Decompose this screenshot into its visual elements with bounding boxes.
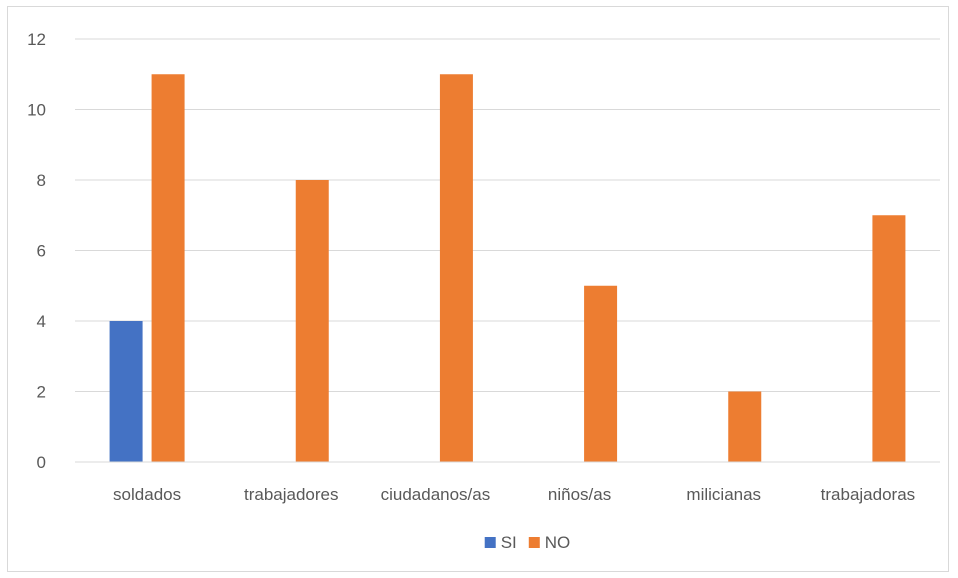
bar-no-5 (872, 215, 906, 462)
y-axis-tick-labels: 0 2 4 6 8 10 12 (27, 30, 46, 472)
x-axis-category-labels: soldados trabajadores ciudadanos/as niños/a… (113, 485, 915, 504)
y-tick-label: 0 (37, 453, 46, 472)
legend-label-si: SI (501, 533, 517, 552)
bar-si-0 (109, 321, 143, 462)
y-tick-label: 4 (37, 312, 46, 331)
y-tick-label: 2 (37, 383, 46, 402)
bar-no-1 (295, 180, 329, 462)
bar-no-0 (151, 74, 185, 462)
bar-no-4 (728, 391, 762, 462)
x-category-label: soldados (113, 485, 181, 504)
bars (109, 74, 906, 462)
x-category-label: trabajadores (244, 485, 339, 504)
legend-swatch-si (484, 537, 496, 548)
legend: SI NO (484, 533, 571, 552)
gridlines (75, 38, 940, 392)
y-tick-label: 8 (37, 171, 46, 190)
x-category-label: milicianas (686, 485, 761, 504)
bar-no-2 (439, 74, 473, 462)
x-category-label: niños/as (548, 485, 611, 504)
y-tick-label: 12 (27, 30, 46, 49)
x-category-label: trabajadoras (821, 485, 916, 504)
y-tick-label: 10 (27, 101, 46, 120)
legend-swatch-no (528, 537, 540, 548)
x-category-label: ciudadanos/as (381, 485, 491, 504)
y-tick-label: 6 (37, 242, 46, 261)
legend-label-no: NO (545, 533, 571, 552)
bar-no-3 (584, 285, 618, 462)
